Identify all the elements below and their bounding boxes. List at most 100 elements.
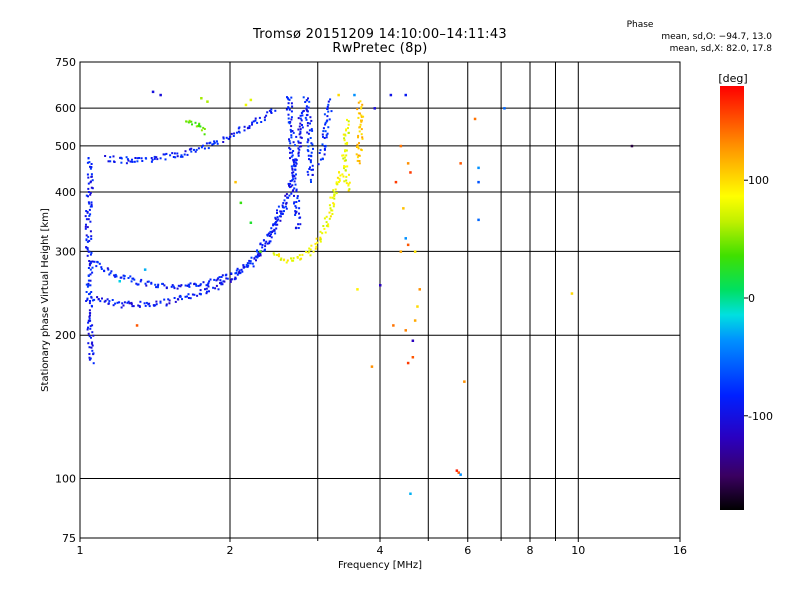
- trace-point: [90, 173, 93, 176]
- trace-point: [287, 117, 290, 120]
- trace-point: [326, 108, 329, 110]
- trace-point: [86, 248, 89, 251]
- trace-point: [184, 295, 187, 298]
- trace-point: [278, 253, 280, 256]
- trace-point: [87, 191, 90, 193]
- trace-point: [274, 216, 277, 219]
- trace-point: [265, 240, 268, 243]
- trace-point: [183, 153, 186, 156]
- trace-point: [91, 349, 94, 352]
- trace-point: [287, 102, 290, 105]
- trace-point: [87, 201, 90, 204]
- trace-point: [147, 280, 150, 283]
- trace-point: [247, 262, 250, 265]
- scatter-point: [455, 469, 459, 472]
- trace-point: [334, 188, 337, 191]
- trace-point: [169, 154, 172, 157]
- trace-point: [91, 344, 94, 347]
- trace-point: [89, 292, 91, 295]
- trace-point: [123, 275, 126, 277]
- trace-point: [348, 181, 351, 184]
- trace-point: [308, 129, 311, 132]
- trace-point: [217, 288, 220, 291]
- trace-point: [87, 275, 90, 277]
- trace-point: [274, 221, 277, 224]
- trace-point: [323, 113, 326, 116]
- trace-point: [289, 180, 292, 183]
- trace-point: [196, 294, 199, 297]
- trace-point: [294, 214, 297, 216]
- trace-point: [193, 293, 196, 296]
- trace-point: [89, 284, 92, 287]
- trace-point: [86, 173, 89, 176]
- trace-point: [174, 156, 177, 159]
- scatter-point: [477, 166, 480, 170]
- trace-point: [305, 118, 308, 121]
- trace-point: [294, 161, 297, 164]
- trace-point: [310, 151, 313, 154]
- trace-point: [85, 238, 88, 241]
- x-tick-label: 2: [227, 544, 234, 557]
- scatter-point: [337, 93, 340, 97]
- trace-point: [123, 277, 126, 280]
- trace-point: [131, 305, 134, 308]
- trace-point: [293, 201, 296, 204]
- trace-point: [311, 129, 314, 132]
- trace-point: [176, 287, 179, 290]
- trace-point: [259, 254, 262, 257]
- trace-point: [325, 134, 328, 137]
- trace-point: [249, 260, 252, 263]
- trace-point: [359, 125, 362, 128]
- trace-point: [126, 158, 129, 161]
- trace-point: [259, 243, 262, 246]
- trace-point: [212, 142, 215, 145]
- trace-point: [297, 227, 300, 229]
- trace-point: [139, 300, 142, 303]
- trace-point: [258, 254, 261, 257]
- trace-point: [291, 174, 294, 177]
- trace-point: [284, 194, 287, 197]
- trace-point: [283, 258, 286, 261]
- trace-point: [88, 263, 91, 265]
- trace-point: [315, 245, 318, 248]
- trace-point: [355, 153, 358, 156]
- trace-point: [133, 160, 136, 163]
- trace-point: [319, 158, 322, 161]
- trace-point: [245, 264, 248, 266]
- trace-point: [347, 189, 350, 192]
- trace-point: [99, 300, 102, 303]
- trace-point: [247, 264, 250, 267]
- trace-point: [85, 194, 88, 197]
- y-tick-label: 75: [62, 532, 76, 545]
- trace-point: [323, 137, 326, 139]
- trace-point: [138, 157, 141, 159]
- trace-point: [343, 156, 346, 159]
- trace-point: [295, 227, 298, 229]
- scatter-point: [409, 171, 412, 174]
- trace-point: [300, 145, 303, 148]
- trace-point: [329, 98, 332, 101]
- trace-point: [154, 304, 157, 307]
- trace-point: [288, 186, 291, 189]
- trace-point: [216, 142, 219, 145]
- trace-point: [107, 160, 110, 163]
- trace-point: [285, 207, 288, 210]
- trace-point: [171, 152, 174, 155]
- trace-point: [189, 297, 192, 300]
- trace-point: [295, 201, 298, 203]
- trace-point: [307, 139, 310, 142]
- trace-point: [298, 148, 301, 151]
- trace-point: [345, 128, 348, 131]
- trace-point: [173, 287, 176, 290]
- trace-point: [217, 277, 220, 280]
- trace-point: [89, 220, 92, 223]
- trace-point: [89, 261, 92, 264]
- trace-point: [257, 255, 259, 258]
- trace-point: [323, 145, 326, 148]
- trace-point: [223, 280, 226, 283]
- trace-point: [88, 346, 91, 349]
- trace-point: [267, 233, 270, 236]
- y-axis-label: Stationary phase Virtual Height [km]: [40, 208, 51, 392]
- trace-point: [202, 281, 205, 284]
- trace-point: [266, 111, 269, 114]
